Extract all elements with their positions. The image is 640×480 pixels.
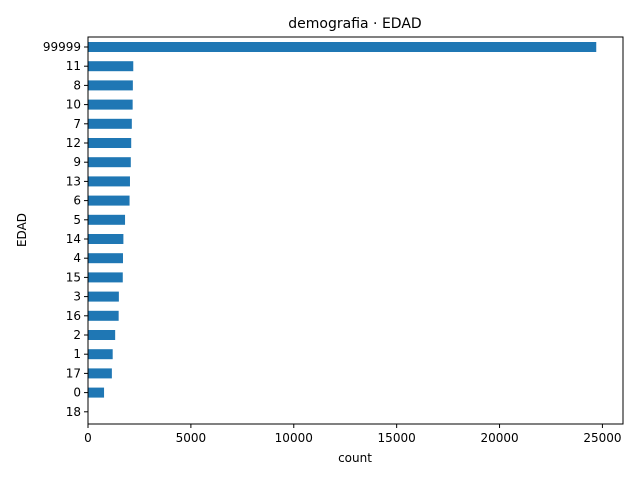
plot-frame — [87, 36, 624, 425]
bar-11 — [88, 61, 134, 72]
x-tick-label: 20000 — [480, 431, 518, 445]
y-tick-label: 17 — [66, 366, 81, 380]
y-tick-label: 1 — [73, 347, 81, 361]
y-tick-label: 16 — [66, 309, 81, 323]
y-tick-label: 9 — [73, 155, 81, 169]
y-tick-label: 3 — [73, 290, 81, 304]
bar-1 — [88, 349, 113, 360]
y-tick-label: 99999 — [43, 40, 81, 54]
chart-title: demografia · EDAD — [288, 16, 421, 32]
y-tick-label: 10 — [66, 98, 81, 112]
y-axis-ticks: 99999 11 8 10 7 12 9 13 6 5 14 4 15 3 16 2 1 17 0 18 — [43, 40, 88, 419]
x-tick-label: 15000 — [378, 431, 416, 445]
bar-9 — [88, 157, 131, 168]
bar-5 — [88, 214, 126, 225]
bar-2 — [88, 330, 116, 340]
bar-14 — [88, 234, 124, 244]
y-tick-label: 15 — [66, 270, 81, 284]
y-tick-label: 0 — [73, 386, 81, 400]
y-tick-label: 12 — [66, 136, 81, 150]
x-axis-ticks: 0 5000 10000 15000 20000 25000 — [84, 424, 622, 445]
bar-6 — [88, 195, 130, 206]
bar-4 — [88, 253, 123, 264]
y-tick-label: 18 — [66, 405, 81, 419]
y-tick-label: 7 — [73, 117, 81, 131]
y-tick-label: 2 — [73, 328, 81, 342]
bar-0 — [88, 387, 105, 398]
y-axis-title: EDAD — [15, 213, 29, 247]
x-axis-title: count — [338, 451, 372, 465]
bar-15 — [88, 272, 123, 283]
bar-12 — [88, 138, 132, 148]
x-tick-label: 5000 — [176, 431, 207, 445]
y-tick-label: 13 — [66, 174, 81, 188]
y-tick-label: 8 — [73, 78, 81, 92]
y-tick-label: 4 — [73, 251, 81, 265]
y-tick-label: 11 — [66, 59, 81, 73]
bar-7 — [88, 118, 132, 129]
bar-17 — [88, 368, 112, 379]
x-tick-label: 10000 — [275, 431, 313, 445]
x-tick-label: 25000 — [583, 431, 621, 445]
bar-3 — [88, 291, 119, 302]
y-tick-label: 6 — [73, 194, 81, 208]
y-tick-label: 5 — [73, 213, 81, 227]
bar-10 — [88, 99, 133, 110]
x-tick-label: 0 — [84, 431, 92, 445]
bar-99999 — [88, 42, 597, 52]
bar-8 — [88, 80, 133, 91]
bars-group — [88, 42, 597, 398]
y-tick-label: 14 — [66, 232, 81, 246]
bar-16 — [88, 310, 119, 321]
bar-13 — [88, 176, 130, 187]
